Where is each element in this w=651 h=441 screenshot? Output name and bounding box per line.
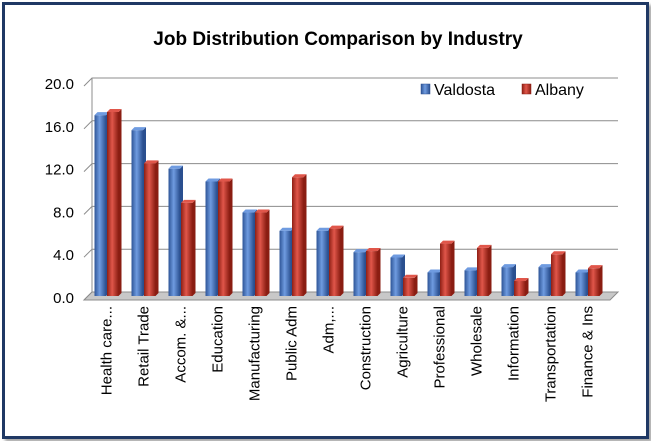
gridline	[83, 120, 618, 130]
y-tick-label: 12.0	[45, 162, 74, 179]
bar-albany	[588, 265, 603, 296]
gridline	[83, 205, 618, 215]
x-tick-label: Accom. &...	[173, 306, 190, 383]
bar-valdosta	[353, 249, 368, 296]
x-tick-label: Finance & Ins	[580, 306, 597, 398]
bar-valdosta	[575, 269, 590, 296]
bar-valdosta	[131, 127, 146, 297]
bar-albany	[440, 240, 455, 296]
x-tick-label: Transportation	[543, 306, 560, 402]
legend: Valdosta Albany	[420, 82, 584, 99]
legend-label-valdosta: Valdosta	[434, 82, 495, 99]
bar-albany	[514, 278, 529, 296]
x-tick-label: Professional	[432, 306, 449, 389]
y-tick-label: 8.0	[53, 204, 74, 221]
chart-floor	[82, 291, 620, 301]
bar-albany	[477, 244, 492, 296]
x-axis-labels: Health care... Retail Trade Accom. &... Edu…	[99, 306, 597, 402]
y-tick-label: 4.0	[53, 247, 74, 264]
legend-label-albany: Albany	[535, 82, 584, 99]
bar-valdosta	[279, 227, 294, 296]
y-tick-label: 0.0	[53, 290, 74, 307]
bar-albany	[255, 209, 270, 296]
x-tick-label: Retail Trade	[136, 306, 153, 387]
bar-albany	[329, 225, 344, 296]
legend-swatch-valdosta	[420, 83, 431, 95]
bar-valdosta	[538, 264, 553, 296]
bar-albany	[292, 174, 307, 296]
gridline	[83, 248, 618, 258]
chart-title: Job Distribution Comparison by Industry	[153, 29, 523, 50]
bar-valdosta	[168, 165, 183, 296]
bar-valdosta	[464, 267, 479, 296]
bar-valdosta	[242, 209, 257, 296]
gridline	[83, 163, 618, 172]
bar-albany	[366, 248, 381, 296]
bar-albany	[181, 199, 196, 296]
bar-albany	[107, 108, 122, 297]
bar-chart: Job Distribution Comparison by Industry …	[45, 29, 620, 402]
x-tick-label: Public Adm	[284, 306, 301, 381]
bar-albany	[218, 178, 233, 296]
bar-valdosta	[94, 112, 109, 296]
y-axis-labels: 0.0 4.0 8.0 12.0 16.0 20.0	[45, 76, 74, 307]
y-tick-label: 20.0	[45, 76, 74, 93]
bar-albany	[144, 160, 159, 296]
bar-valdosta	[205, 178, 220, 296]
x-tick-label: Education	[210, 306, 227, 373]
x-tick-label: Health care...	[99, 306, 116, 395]
x-tick-label: Information	[506, 306, 523, 381]
bar-albany	[403, 274, 418, 296]
bar-albany	[551, 251, 566, 296]
x-tick-label: Adm,...	[321, 306, 338, 354]
bar-valdosta	[316, 227, 331, 296]
x-tick-label: Agriculture	[395, 306, 412, 378]
bar-valdosta	[501, 264, 516, 296]
y-tick-label: 16.0	[45, 119, 74, 136]
bars	[94, 108, 603, 297]
x-tick-label: Construction	[358, 306, 375, 390]
grid-lines	[82, 77, 620, 301]
x-tick-label: Manufacturing	[247, 306, 264, 401]
bar-valdosta	[427, 269, 442, 296]
x-tick-label: Wholesale	[469, 306, 486, 376]
bar-valdosta	[390, 254, 405, 296]
legend-swatch-albany	[521, 83, 532, 95]
